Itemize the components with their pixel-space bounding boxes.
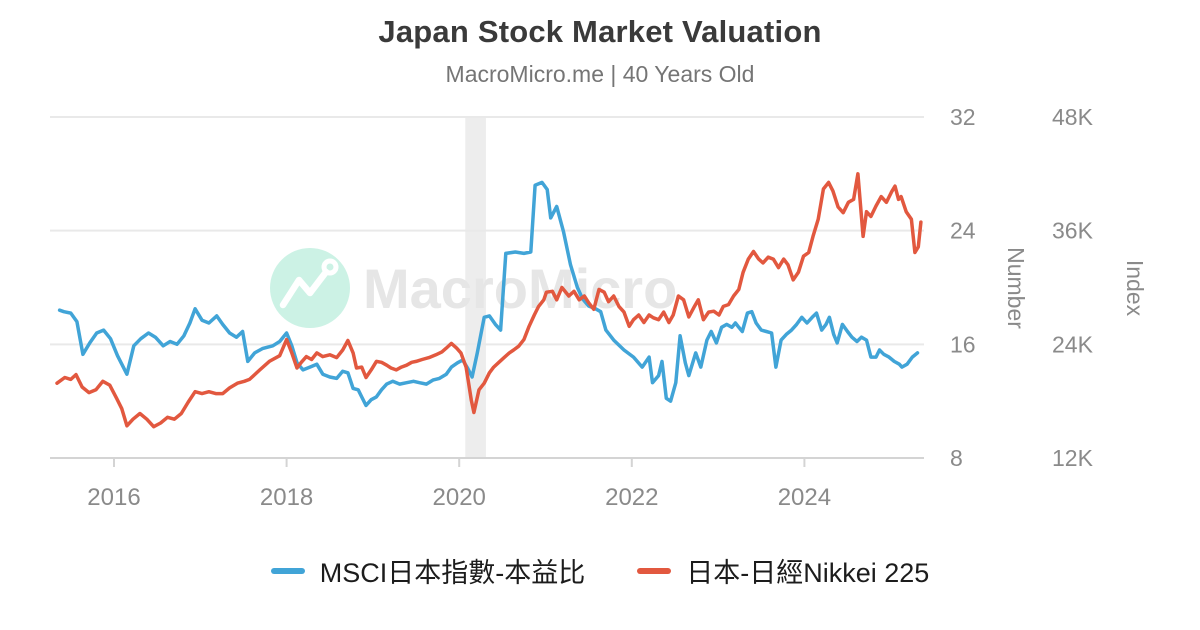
index-axis-tick-label: 12K [1052,445,1094,471]
number-axis-tick-label: 24 [950,218,976,244]
x-tick-label: 2018 [260,484,313,511]
legend-swatch-icon [270,567,305,574]
number-axis-tick-label: 16 [950,331,976,357]
index-axis-tick-label: 24K [1052,331,1094,357]
watermark-text: MacroMicro [363,257,677,320]
x-tick-label: 2022 [605,484,658,511]
legend-item-msci-japan-pe[interactable]: MSCI日本指數-本益比 [270,551,586,590]
number-axis-tick-label: 8 [950,445,963,471]
number-axis-tick-label: 32 [950,104,976,130]
legend-label: MSCI日本指數-本益比 [319,558,586,588]
number-axis-title: Number [1003,247,1029,329]
watermark: MacroMicro [270,248,677,328]
x-tick-label: 2024 [778,484,831,511]
x-tick-label: 2020 [433,484,486,511]
index-axis-tick-label: 36K [1052,218,1094,244]
page-subtitle: MacroMicro.me | 40 Years Old [445,61,755,87]
series-line-nikkei-225[interactable] [55,172,923,429]
index-axis-title: Index [1122,260,1148,317]
macromicro-mountain-logo-icon [279,268,330,309]
index-axis-tick-label: 48K [1052,104,1094,130]
chart-legend: MSCI日本指數-本益比 日本-日經Nikkei 225 [0,551,1200,590]
series-line-msci-japan-pe[interactable] [57,180,920,408]
legend-swatch-icon [637,567,672,574]
legend-item-nikkei-225[interactable]: 日本-日經Nikkei 225 [637,551,929,590]
legend-label: 日本-日經Nikkei 225 [686,558,930,588]
page-title: Japan Stock Market Valuation [378,14,822,49]
macromicro-logo-ring-icon [321,258,339,276]
x-tick-label: 2016 [87,484,140,511]
